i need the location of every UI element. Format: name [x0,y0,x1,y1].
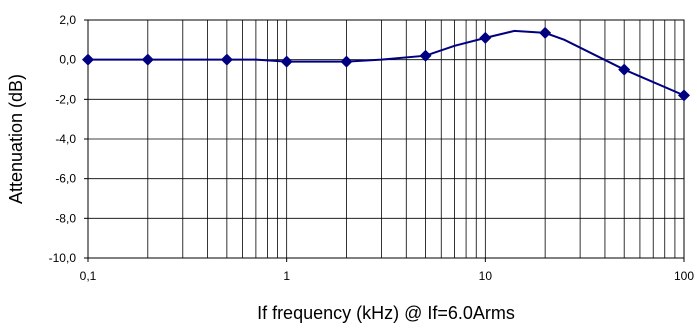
x-tick-label: 1 [283,269,290,283]
x-tick-label: 100 [674,269,694,283]
x-axis-ticks: 0,1 1 10 100 [80,258,694,283]
y-axis-ticks: 2,0 0,0 -2,0 -4,0 -6,0 -8,0 -10,0 [49,13,88,265]
y-tick-label: 2,0 [59,13,76,27]
series-line [88,29,685,97]
y-tick-label: -8,0 [55,211,76,225]
data-point-marker [340,55,353,68]
data-point-marker [82,53,94,66]
x-tick-label: 0,1 [80,269,97,283]
series-markers [82,26,690,102]
y-axis-label: Attenuation (dB) [6,74,26,204]
y-tick-label: -2,0 [55,92,76,106]
data-point-marker [618,63,631,76]
x-axis-label: If frequency (kHz) @ If=6.0Arms [257,303,515,323]
data-point-marker [479,31,492,44]
data-point-marker [539,26,552,39]
data-point-marker [220,53,233,66]
y-tick-label: -4,0 [55,132,76,146]
data-point-marker [141,53,154,66]
data-point-marker [280,55,293,68]
data-point-marker [678,89,690,102]
x-tick-label: 10 [479,269,493,283]
y-tick-label: -10,0 [49,251,77,265]
y-tick-label: 0,0 [59,53,76,67]
y-tick-label: -6,0 [55,172,76,186]
data-point-marker [419,49,432,62]
